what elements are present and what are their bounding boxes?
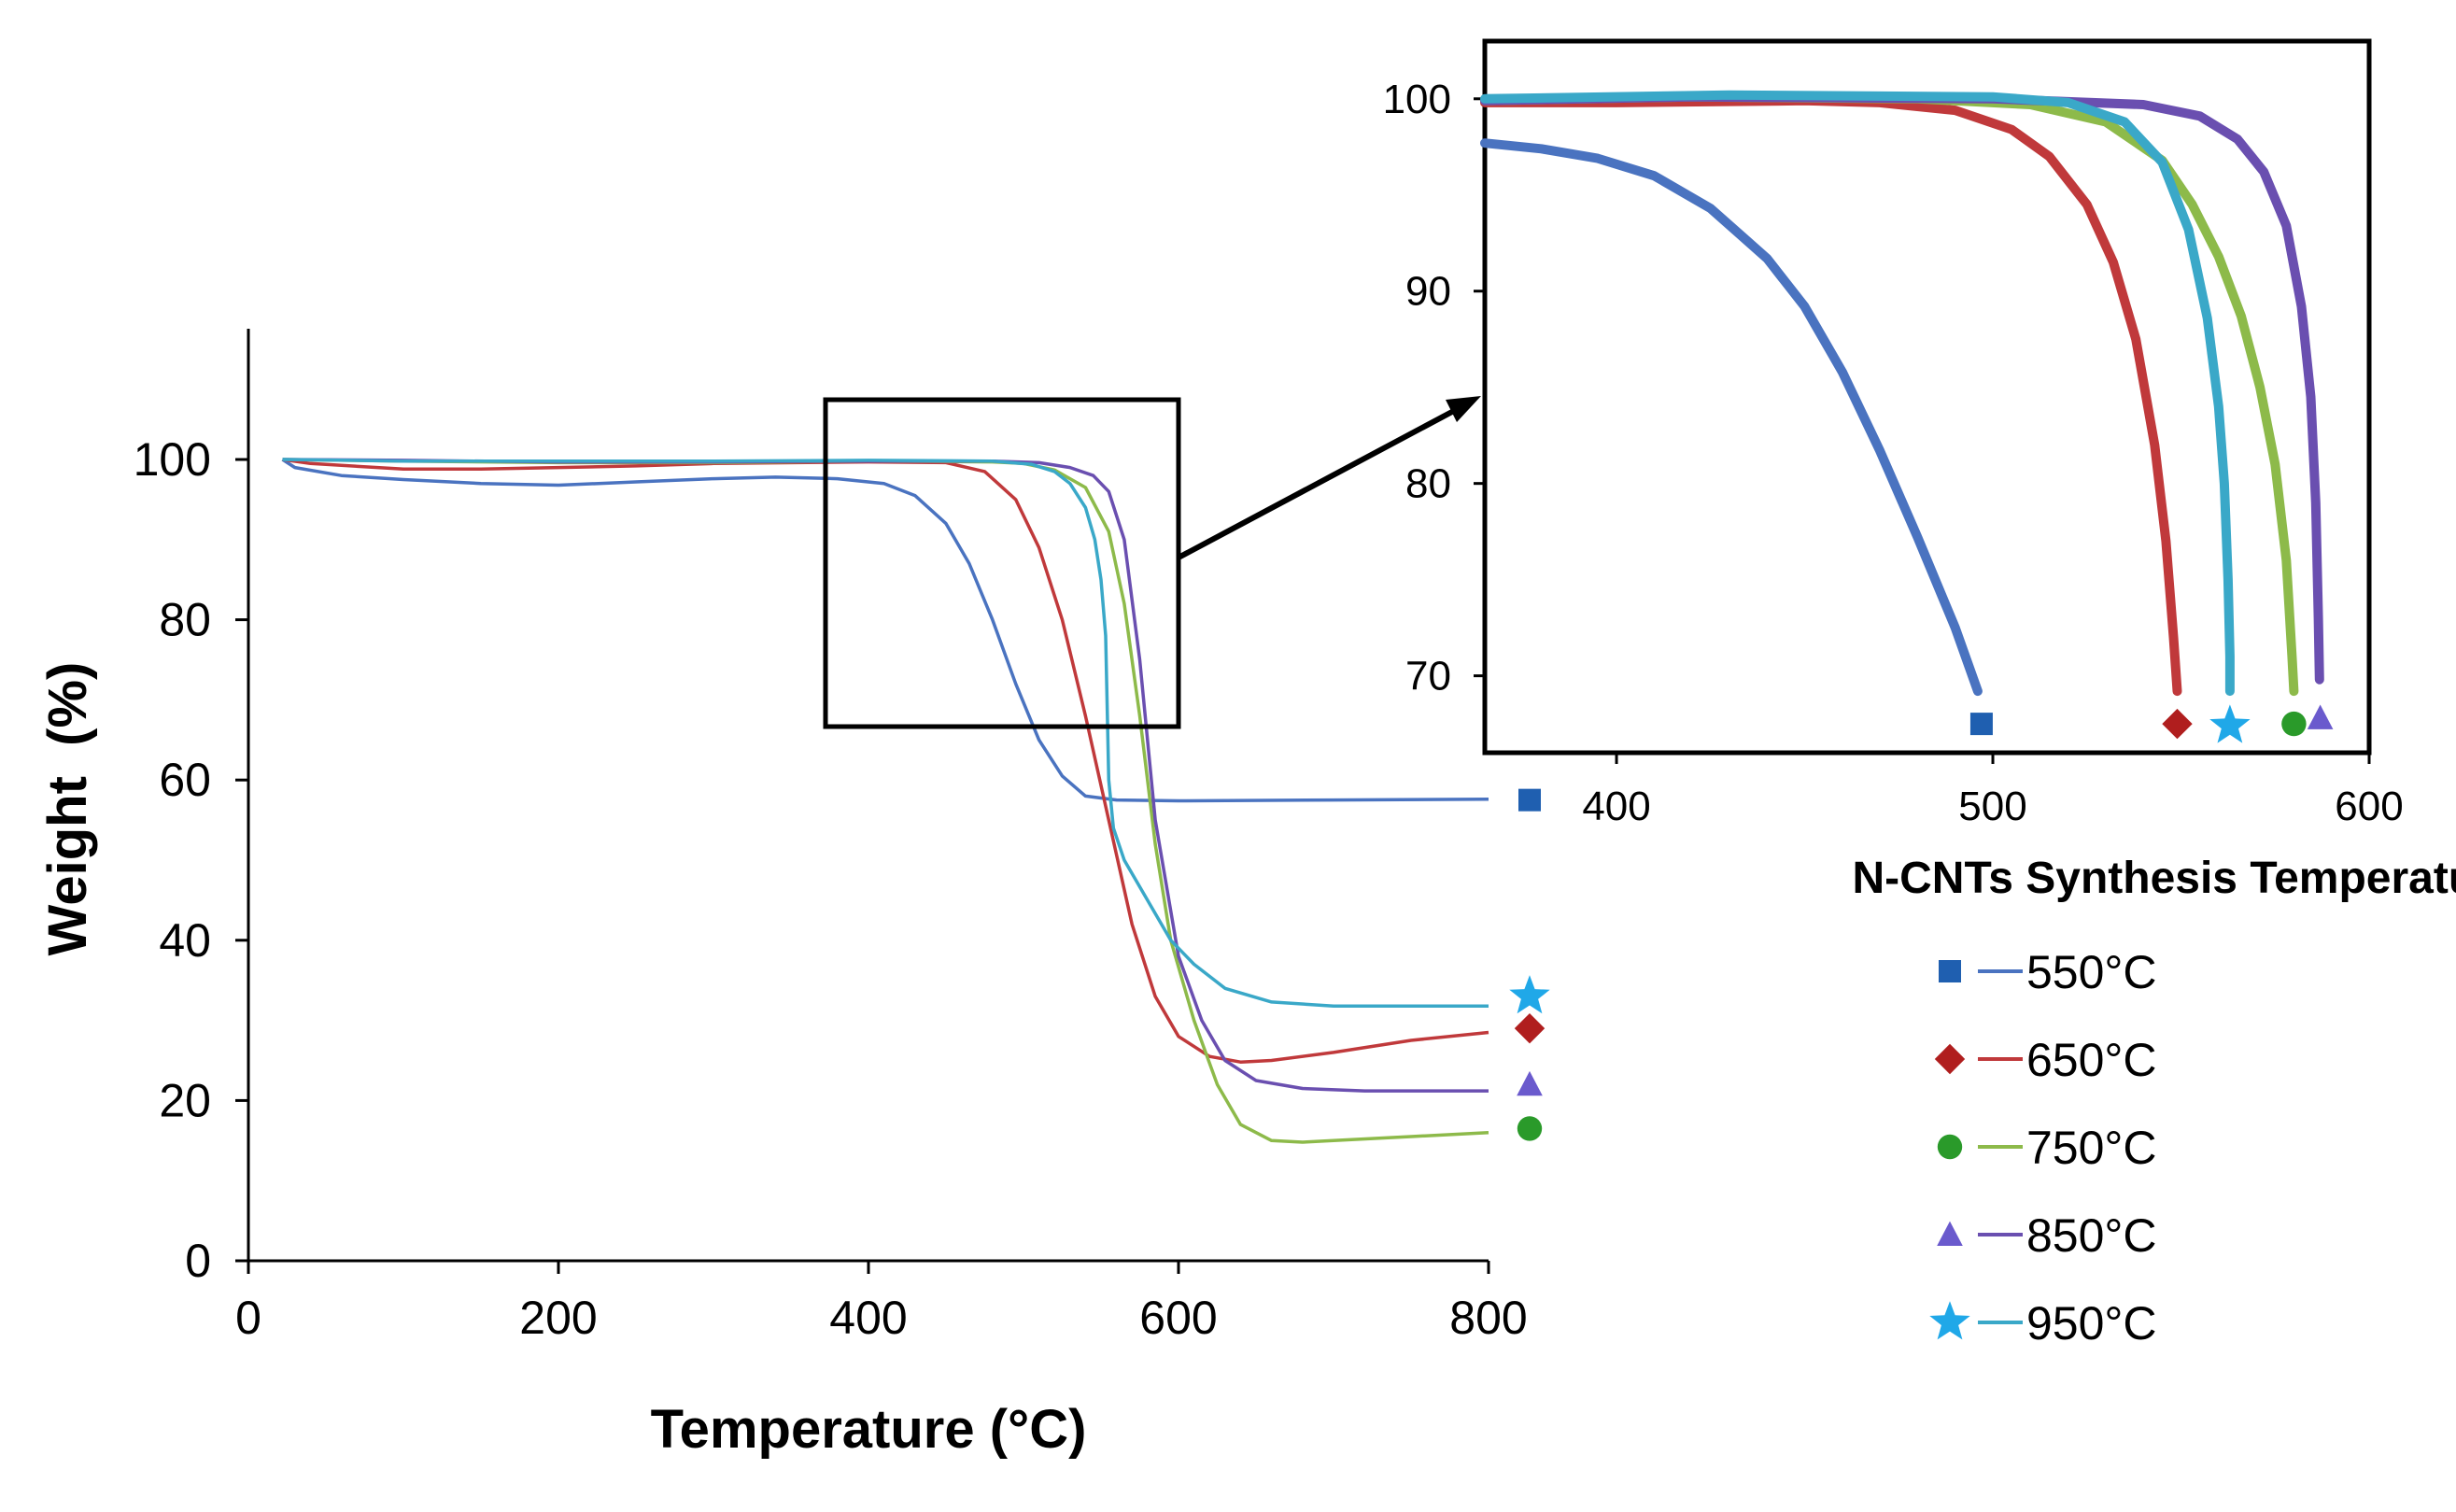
zoom-arrow-head (1446, 396, 1481, 422)
inset-end-marker-4 (2307, 704, 2334, 729)
legend-item: 550°C (1939, 946, 2157, 998)
main-x-tick-label: 200 (519, 1292, 597, 1344)
main-series-line-2 (282, 458, 1489, 1064)
inset-series-line-5 (1480, 90, 2235, 697)
inset-y-tick-label: 90 (1405, 269, 1451, 315)
main-y-tick-label: 40 (159, 914, 211, 967)
inset-end-marker-3 (2281, 711, 2307, 737)
main-y-axis-title: Weight (%) (37, 662, 98, 956)
legend-item: 750°C (1937, 1122, 2157, 1174)
legend-item: 950°C (1929, 1297, 2157, 1349)
main-end-marker-3 (1517, 1116, 1543, 1141)
main-y-tick-label: 60 (159, 754, 211, 806)
legend-label-1: 550°C (2026, 946, 2157, 998)
main-x-tick-label: 800 (1449, 1292, 1527, 1344)
main-y-tick-label: 80 (159, 594, 211, 646)
main-series-line-4 (282, 458, 1489, 1093)
inset-frame (1482, 38, 2372, 756)
legend: 550°C 650°C 750°C 850°C 950°C (1929, 946, 2157, 1349)
main-end-marker-4 (1517, 1070, 1543, 1096)
main-y-tick-label: 100 (134, 433, 211, 486)
legend-label-5: 950°C (2026, 1297, 2157, 1349)
inset-end-marker-5 (2209, 704, 2251, 743)
legend-marker-5 (1929, 1301, 1970, 1340)
inset-end-marker-2 (2162, 708, 2193, 740)
legend-label-2: 650°C (2026, 1034, 2157, 1086)
inset-x-tick-label: 600 (2335, 784, 2403, 829)
main-series-line-1 (281, 458, 1489, 803)
main-y-tick-label: 0 (185, 1235, 211, 1287)
main-series-line-5 (282, 458, 1489, 1008)
main-x-tick-label: 0 (235, 1292, 261, 1344)
inset-x-tick-label: 500 (1958, 784, 2026, 829)
inset-x-tick-label: 400 (1582, 784, 1650, 829)
legend-item: 850°C (1937, 1209, 2157, 1262)
main-y-tick-label: 20 (159, 1074, 211, 1126)
main-x-tick-label: 600 (1139, 1292, 1217, 1344)
zoom-box (823, 397, 1181, 729)
main-x-tick-label: 400 (829, 1292, 907, 1344)
main-end-marker-2 (1514, 1012, 1546, 1044)
zoom-arrow (1177, 403, 1466, 560)
legend-label-4: 850°C (2026, 1209, 2157, 1262)
inset-y-tick-label: 70 (1405, 654, 1451, 699)
legend-marker-3 (1937, 1134, 1963, 1160)
inset-plot: 400 500 600 70 80 90 100 N-CNTs Synthesis Temp… (1383, 38, 2456, 903)
main-end-marker-5 (1509, 975, 1550, 1014)
inset-end-marker-1 (1969, 713, 1993, 736)
inset-y-tick-label: 80 (1405, 461, 1451, 507)
legend-marker-4 (1937, 1221, 1963, 1246)
legend-marker-1 (1939, 960, 1961, 982)
inset-x-axis-title: N-CNTs Synthesis Temperature (1852, 854, 2456, 903)
legend-marker-2 (1934, 1043, 1966, 1075)
legend-item: 650°C (1934, 1034, 2157, 1086)
main-plot: 0 200 400 600 800 0 20 40 60 80 100 Temperature (°… (37, 329, 1550, 1460)
inset-y-tick-label: 100 (1383, 77, 1451, 122)
legend-label-3: 750°C (2026, 1122, 2157, 1174)
main-end-marker-1 (1518, 788, 1541, 812)
inset-series-line-1 (1480, 138, 1983, 697)
main-x-axis-title: Temperature (°C) (651, 1399, 1087, 1460)
